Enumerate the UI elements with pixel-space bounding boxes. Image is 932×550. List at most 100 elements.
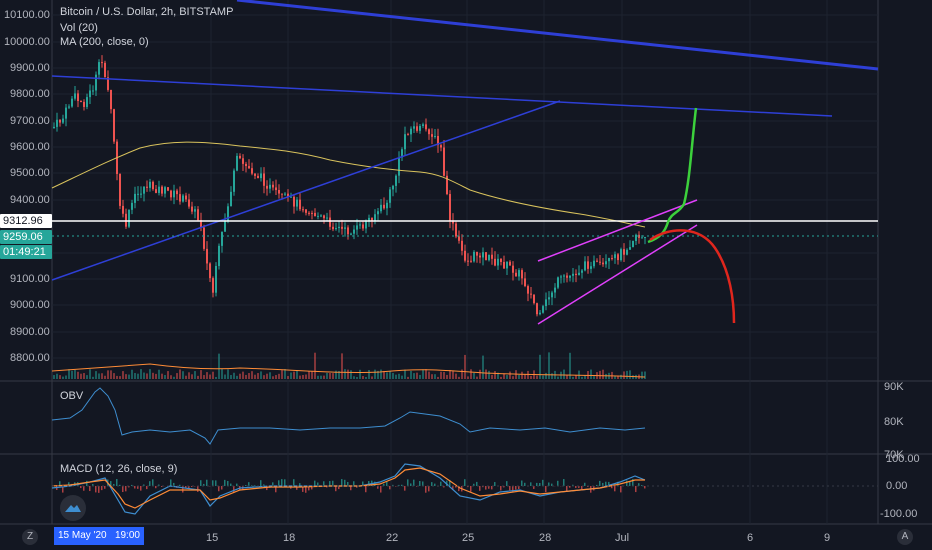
macd-hist-bar xyxy=(296,486,298,490)
volume-bar xyxy=(290,372,292,379)
candle-body xyxy=(242,158,244,164)
volume-bar xyxy=(353,376,355,379)
obv-axis-tick: 80K xyxy=(884,416,904,428)
macd-hist-bar xyxy=(632,479,634,486)
last-price-tag: 9259.06 xyxy=(0,230,52,244)
macd-hist-bar xyxy=(557,480,559,486)
macd-hist-bar xyxy=(413,479,415,486)
candle-body xyxy=(203,227,205,249)
bullish-projection-path[interactable] xyxy=(647,107,698,244)
volume-bar xyxy=(317,375,319,379)
candle-body xyxy=(410,128,412,135)
macd-hist-bar xyxy=(512,486,514,492)
macd-hist-bar xyxy=(500,486,502,491)
volume-bar xyxy=(536,375,538,379)
macd-hist-bar xyxy=(311,486,313,490)
candle-body xyxy=(626,249,628,255)
volume-indicator-label[interactable]: Vol (20) xyxy=(60,22,98,34)
candle-body xyxy=(83,101,85,107)
macd-indicator-label[interactable]: MACD (12, 26, close, 9) xyxy=(60,463,178,475)
volume-bar xyxy=(332,373,334,379)
bearish-projection-path[interactable] xyxy=(649,229,736,324)
macd-hist-bar xyxy=(347,481,349,486)
price-tick: 8900.00 xyxy=(10,326,50,338)
volume-bar xyxy=(398,373,400,379)
candle-body xyxy=(161,186,163,194)
timezone-button[interactable]: Z xyxy=(22,529,38,545)
macd-hist-bar xyxy=(509,486,511,491)
candle-body xyxy=(473,251,475,262)
candle-body xyxy=(482,252,484,258)
volume-bar xyxy=(203,375,205,379)
ma-indicator-label[interactable]: MA (200, close, 0) xyxy=(60,36,149,48)
candle-body xyxy=(281,193,283,195)
candle-body xyxy=(491,254,493,259)
volume-bar xyxy=(89,369,91,379)
tradingview-logo-icon[interactable] xyxy=(60,495,86,521)
candle-body xyxy=(452,220,454,224)
auto-scale-button[interactable]: A xyxy=(897,529,913,545)
obv-indicator-label[interactable]: OBV xyxy=(60,390,84,402)
volume-bar xyxy=(482,355,484,379)
volume-bar xyxy=(179,369,181,379)
candle-body xyxy=(560,276,562,278)
price-candles[interactable] xyxy=(53,55,646,317)
macd-hist-bar xyxy=(197,486,199,492)
volume-bar xyxy=(287,376,289,379)
wedge-lower-line[interactable] xyxy=(537,224,698,325)
middle-blue-trendline[interactable] xyxy=(51,75,833,117)
candle-body xyxy=(611,258,613,260)
volume-bar xyxy=(455,373,457,379)
obv-line[interactable] xyxy=(51,387,646,445)
macd-hist-bar xyxy=(212,480,214,486)
time-tick: 18 xyxy=(283,532,296,544)
macd-hist-bar xyxy=(92,484,94,486)
volume-bar xyxy=(188,372,190,379)
candle-body xyxy=(548,297,550,300)
candle-body xyxy=(134,193,136,203)
volume-bar xyxy=(461,369,463,379)
candle-body xyxy=(419,125,421,131)
candle-body xyxy=(212,278,214,293)
candle-body xyxy=(476,251,478,256)
candle-body xyxy=(233,170,235,192)
candle-body xyxy=(71,98,73,107)
candle-body xyxy=(170,190,172,198)
candle-body xyxy=(545,299,547,307)
volume-bar xyxy=(71,370,73,379)
ascending-blue-trendline[interactable] xyxy=(51,100,561,281)
wedge-upper-line[interactable] xyxy=(537,199,698,262)
candle-body xyxy=(236,155,238,171)
candle-body xyxy=(140,193,142,195)
volume-bar xyxy=(299,375,301,379)
volume-bar xyxy=(605,373,607,379)
macd-hist-bar xyxy=(434,483,436,486)
macd-hist-bar xyxy=(134,486,136,489)
macd-hist-bar xyxy=(140,486,142,491)
macd-signal-line[interactable] xyxy=(51,467,645,509)
candle-body xyxy=(92,90,94,92)
volume-bar xyxy=(149,369,151,379)
macd-hist-bar xyxy=(335,486,337,492)
candle-body xyxy=(128,209,130,227)
moving-average-line[interactable] xyxy=(51,141,646,228)
candle-body xyxy=(122,205,124,214)
candle-body xyxy=(188,199,190,207)
candle-body xyxy=(500,258,502,262)
symbol-title[interactable]: Bitcoin / U.S. Dollar, 2h, BITSTAMP xyxy=(60,6,234,18)
macd-hist-bar xyxy=(365,486,367,493)
macd-hist-bar xyxy=(275,486,277,493)
candle-body xyxy=(257,175,259,179)
macd-hist-bar xyxy=(428,486,430,492)
macd-hist-bar xyxy=(398,484,400,486)
time-tick: 25 xyxy=(462,532,475,544)
candle-body xyxy=(125,213,127,227)
candle-body xyxy=(254,173,256,176)
upper-blue-trendline[interactable] xyxy=(236,0,879,71)
macd-hist-bar xyxy=(299,483,301,486)
macd-hist-bar xyxy=(200,480,202,486)
volume-bar xyxy=(497,372,499,379)
time-tick: 22 xyxy=(386,532,399,544)
candle-body xyxy=(137,193,139,195)
